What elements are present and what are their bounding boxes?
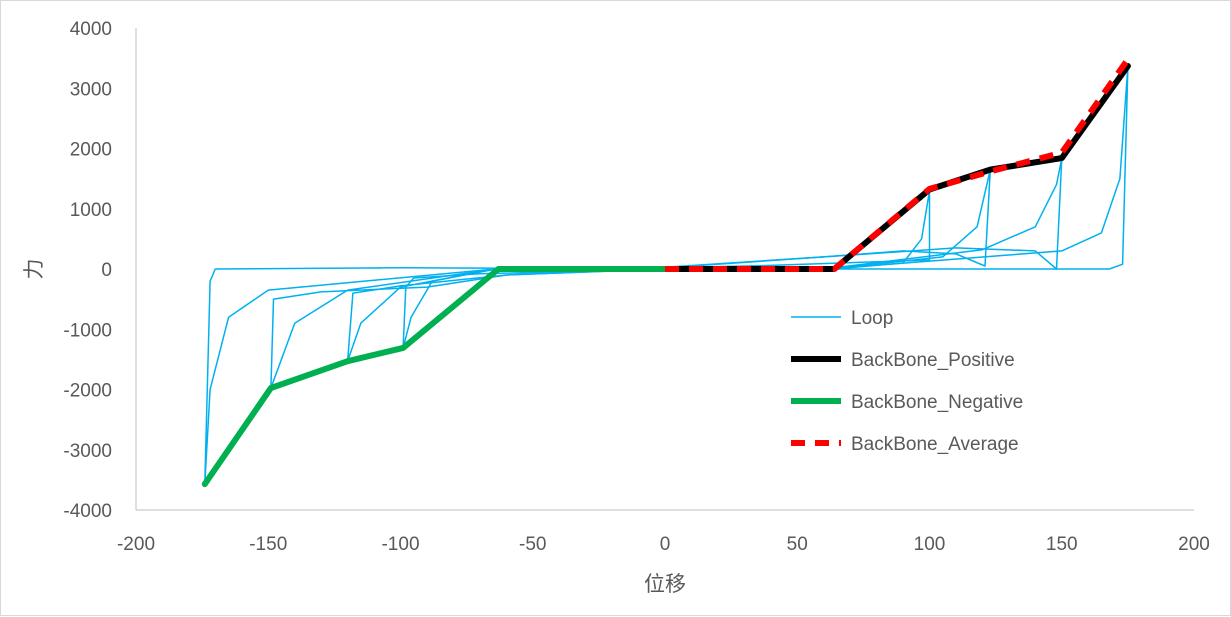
x-tick-label: -50 — [519, 534, 546, 555]
y-tick-label: 3000 — [70, 79, 112, 100]
x-tick-label: 100 — [914, 534, 946, 555]
legend-label: BackBone_Negative — [851, 392, 1023, 413]
series-loop-line — [204, 65, 1129, 485]
series-backbone-negative-line — [201, 266, 668, 488]
series-loop-line — [346, 168, 992, 362]
y-tick-label: -3000 — [63, 441, 112, 462]
x-tick-label: -150 — [249, 534, 287, 555]
legend-label: BackBone_Positive — [851, 350, 1015, 371]
legend-label: Loop — [851, 308, 893, 329]
x-tick-label: -100 — [381, 534, 419, 555]
y-tick-label: -2000 — [63, 381, 112, 402]
y-tick-label: 4000 — [70, 19, 112, 40]
x-tick-label: -200 — [117, 534, 155, 555]
y-tick-label: 2000 — [70, 140, 112, 161]
plot-series — [201, 57, 1131, 488]
axes: -200 -150 -100 -50 0 50 100 150 200 -4000 -3000 -20… — [63, 19, 1209, 555]
x-tick-label: 50 — [787, 534, 808, 555]
y-tick-label: -1000 — [63, 320, 112, 341]
x-tick-label: 200 — [1178, 534, 1210, 555]
x-axis-label: 位移 — [644, 573, 686, 596]
y-tick-label: -4000 — [63, 501, 112, 522]
y-axis-label: 力 — [23, 259, 46, 280]
y-tick-label: 0 — [101, 260, 112, 281]
series-backbone-average-line — [665, 57, 1131, 272]
x-tick-label: 150 — [1046, 534, 1078, 555]
legend-label: BackBone_Average — [851, 434, 1019, 455]
x-tick-label: 0 — [660, 534, 671, 555]
y-tick-label: 1000 — [70, 200, 112, 221]
legend: Loop BackBone_Positive BackBone_Negative Ba… — [791, 308, 1023, 455]
series-loop-line — [270, 157, 1063, 389]
